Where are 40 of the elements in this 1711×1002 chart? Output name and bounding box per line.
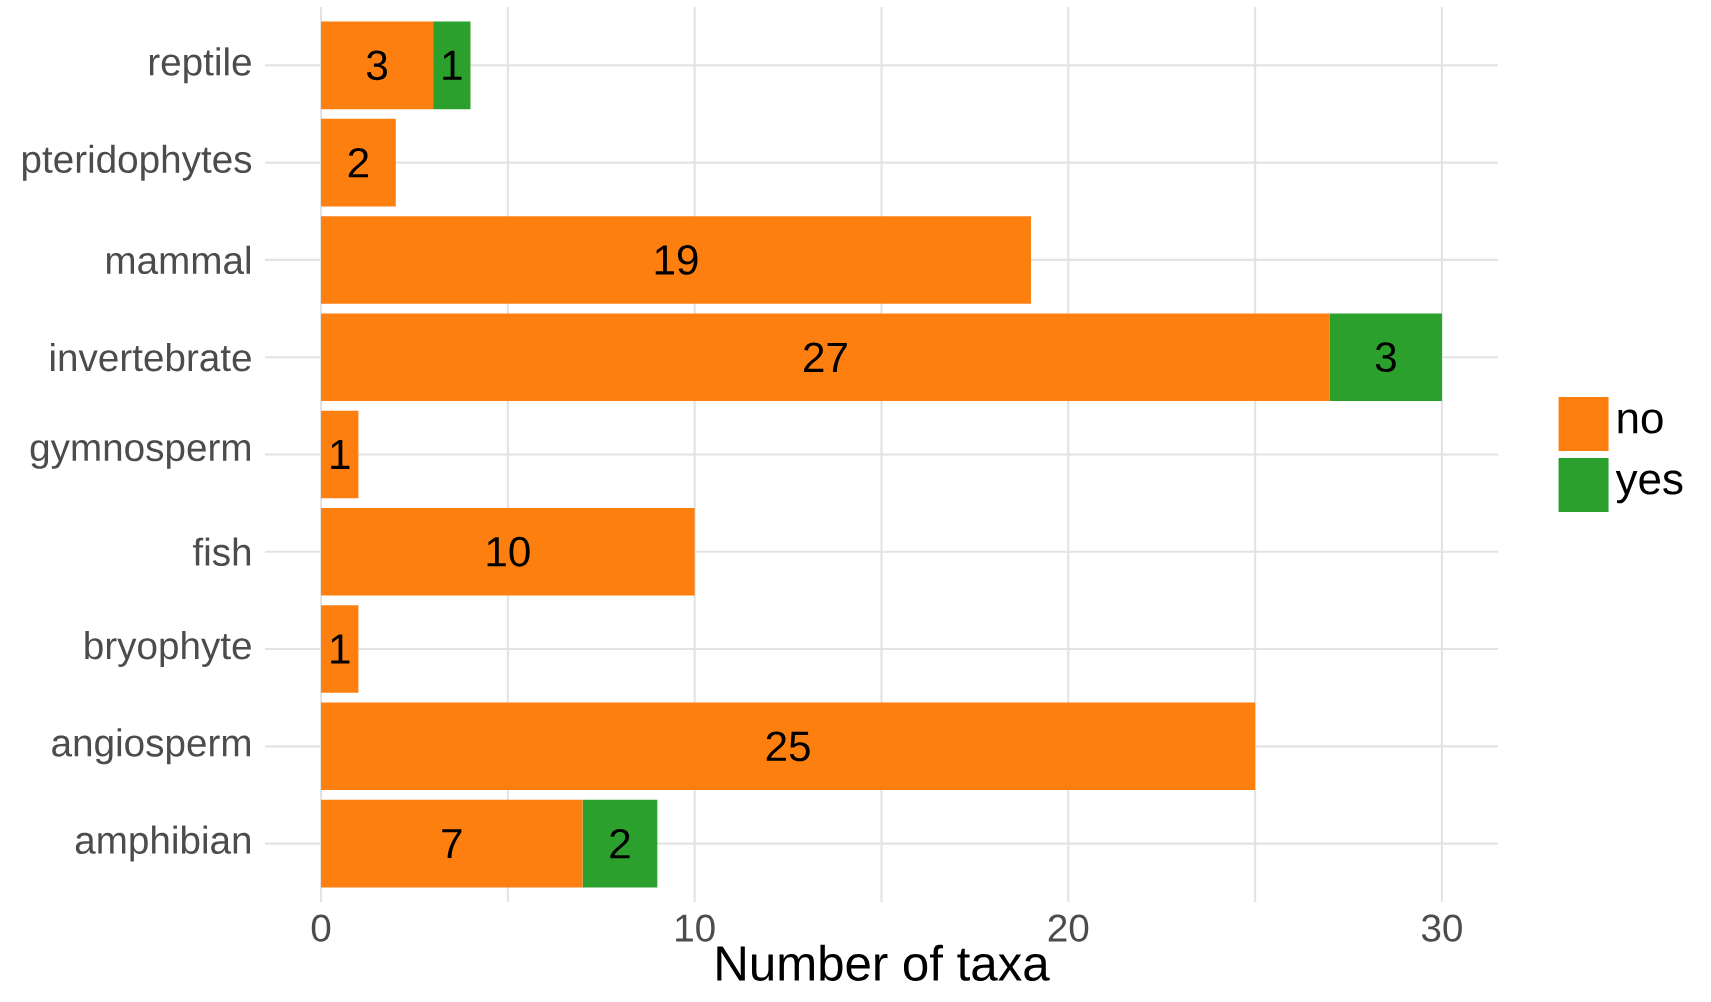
- data-label: 10: [487, 536, 530, 567]
- bar: [321, 313, 1330, 401]
- y-tick-label: reptile: [149, 47, 251, 84]
- y-tick-label: gymnosperm: [30, 440, 250, 469]
- y-tick-label: angiosperm: [52, 728, 250, 765]
- legend-label: no: [1618, 409, 1663, 434]
- bar: [321, 118, 396, 207]
- y-tick-label: invertebrate: [51, 343, 251, 372]
- bar: [321, 799, 583, 888]
- y-tick-label: pteridophytes: [22, 144, 252, 181]
- x-tick-label: 0: [311, 914, 331, 942]
- data-label: 1: [443, 50, 462, 80]
- bar: [321, 21, 434, 110]
- data-label: 25: [766, 731, 810, 762]
- bar: [582, 799, 658, 888]
- data-label: 3: [366, 50, 387, 81]
- data-label: 19: [655, 245, 698, 275]
- bar: [321, 702, 1256, 791]
- data-label: 1: [331, 440, 350, 469]
- bar: [433, 21, 471, 110]
- data-label: 27: [804, 342, 847, 372]
- legend-label: yes: [1615, 470, 1683, 504]
- y-tick-label: amphibian: [75, 825, 250, 862]
- data-label: 2: [610, 828, 630, 859]
- data-label: 1: [331, 634, 350, 664]
- bar: [321, 216, 1031, 304]
- bar: [321, 605, 359, 693]
- bar: [1329, 313, 1442, 401]
- bar: [321, 410, 359, 499]
- data-label: 3: [1375, 342, 1396, 373]
- bar: [321, 507, 695, 596]
- x-tick-label: 10: [676, 914, 715, 942]
- y-tick-label: fish: [192, 537, 251, 566]
- x-axis-title: Number of taxa: [717, 944, 1050, 981]
- y-tick-label: bryophyte: [85, 631, 251, 668]
- data-label: 2: [348, 147, 369, 178]
- data-label: 7: [442, 829, 462, 859]
- y-tick-label: mammal: [106, 245, 250, 275]
- x-tick-label: 30: [1421, 914, 1462, 942]
- x-tick-label: 20: [1048, 914, 1089, 942]
